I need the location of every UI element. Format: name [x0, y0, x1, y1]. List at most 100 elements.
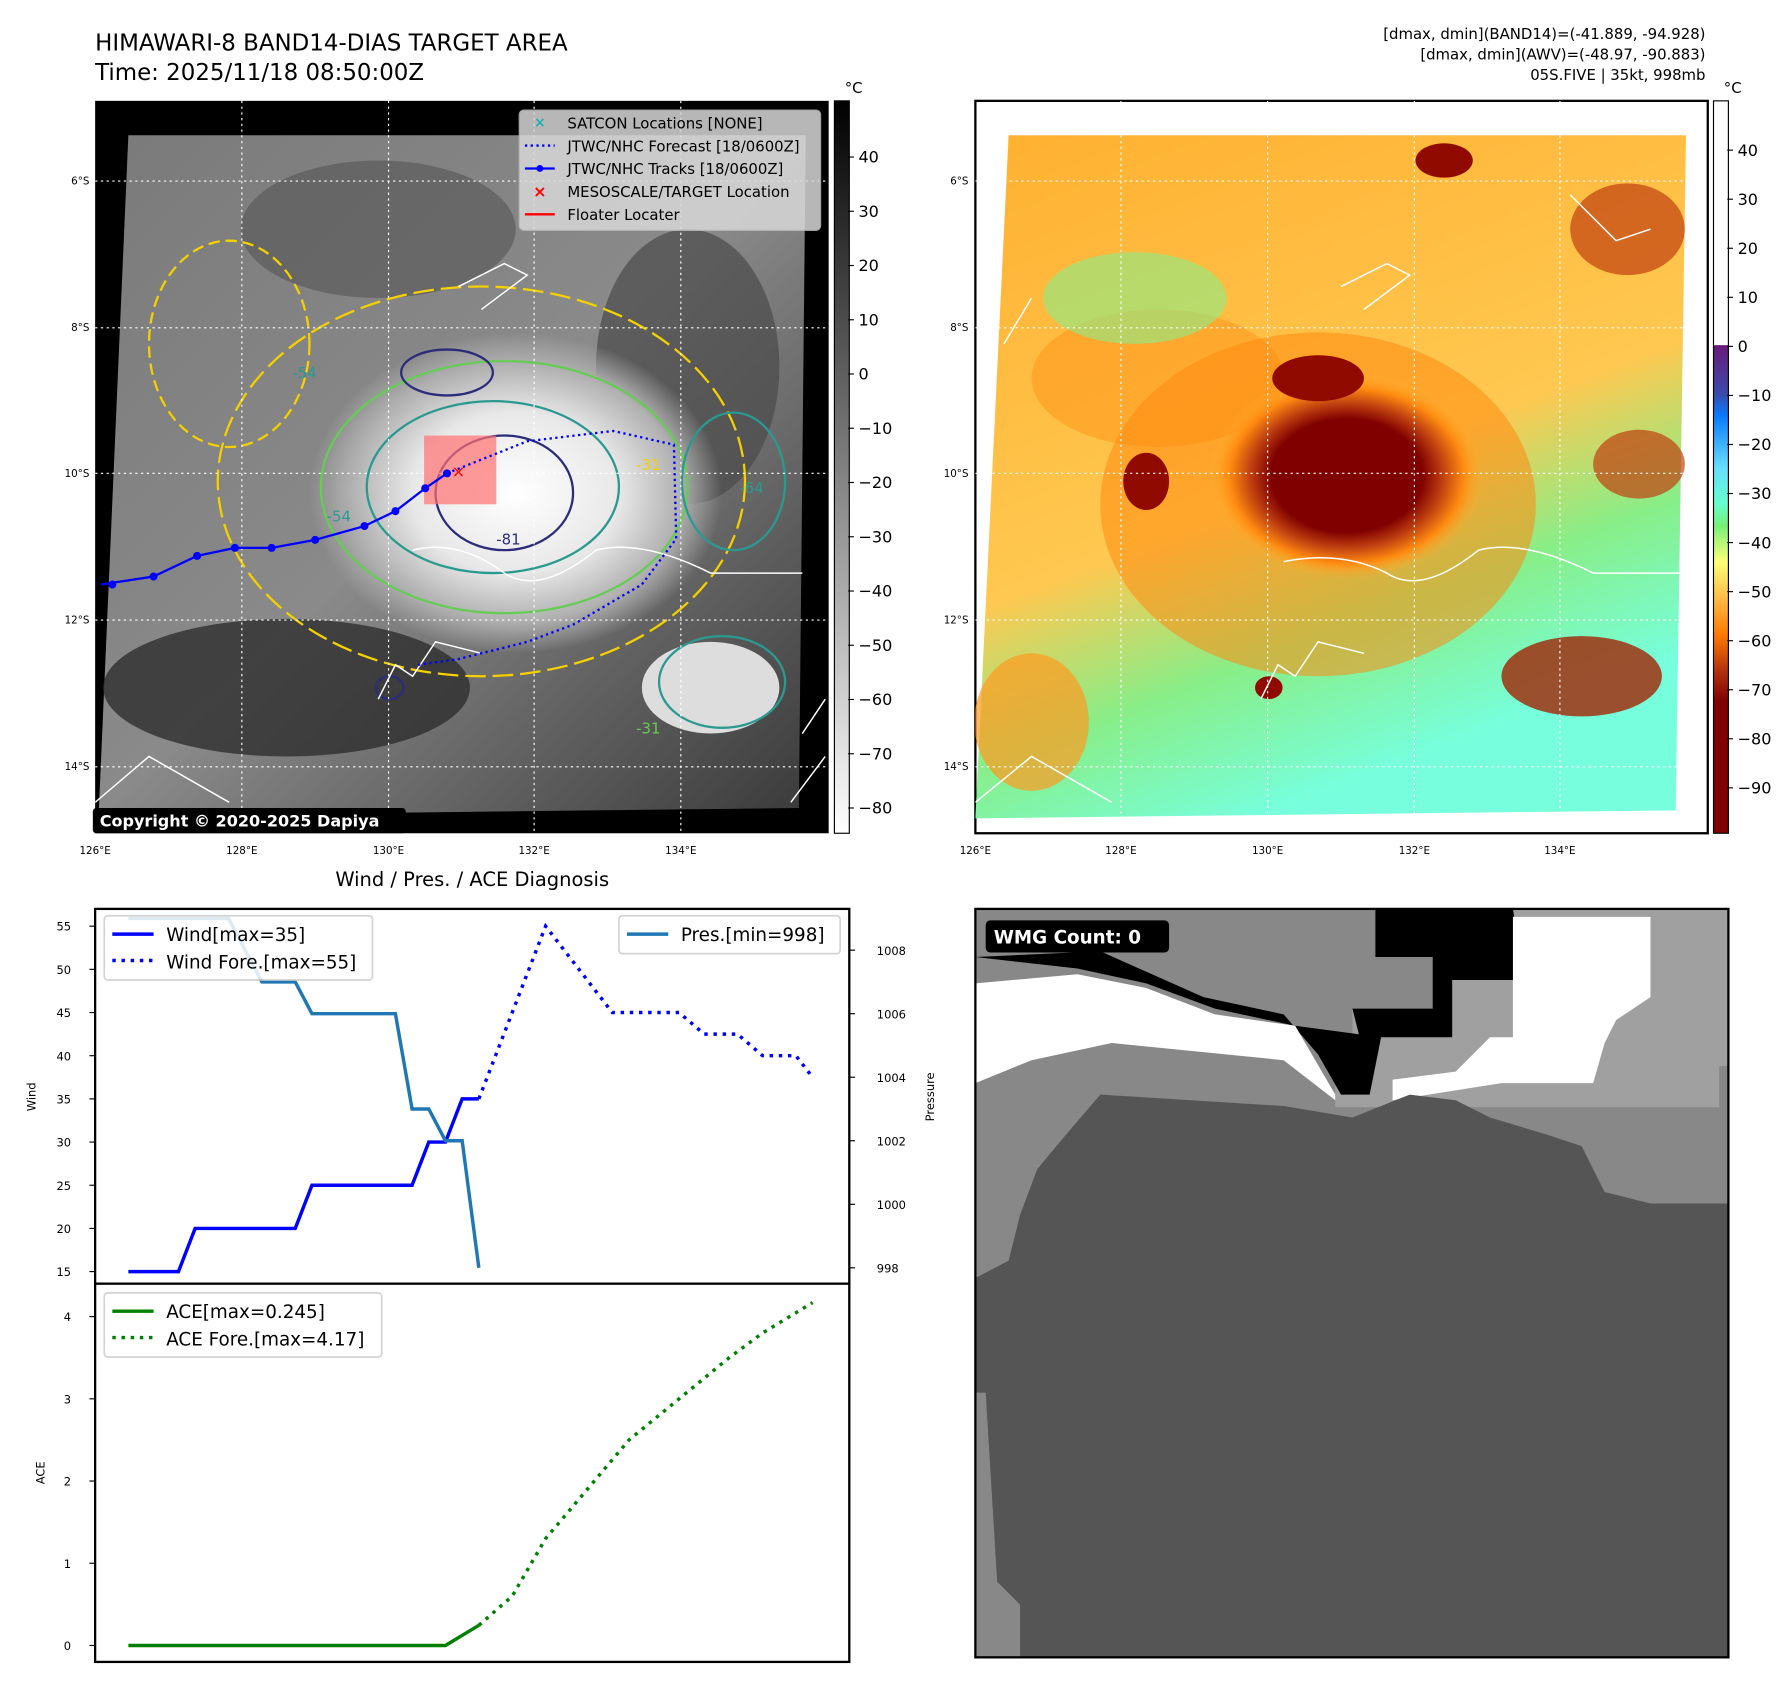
svg-text:128°E: 128°E [226, 845, 257, 857]
y-tick-label: 55 [56, 920, 71, 934]
y-tick-label: 25 [56, 1179, 71, 1193]
legend-tracks: JTWC/NHC Tracks [18/0600Z] [566, 160, 783, 178]
wind-pressure-chart: 15 20 25 30 35 40 45 50 55 998 1000 1002 1004 1006 100… [25, 907, 937, 1285]
svg-text:130°E: 130°E [1252, 845, 1283, 857]
legend-floater: Floater Locater [567, 206, 680, 224]
wmg-black-band [1352, 908, 1525, 1078]
svg-text:-54: -54 [292, 364, 316, 382]
colorbar-tick-label: −50 [858, 636, 892, 655]
lon-axis-left: 126°E 128°E 130°E 132°E 134°E [79, 845, 696, 857]
colorbar-tick-label: −20 [1738, 435, 1772, 454]
svg-text:-64: -64 [739, 479, 763, 497]
y-tick-label: 30 [56, 1136, 71, 1150]
track-points [108, 469, 452, 589]
colorbar-tick-label: −30 [858, 527, 892, 546]
wmg-dark-region [975, 1094, 1729, 1658]
colorbar-ticks: 40 30 20 10 0 −10 −20 −30 −40 −50 −60 −70 −80 −90 [1727, 141, 1771, 798]
colorbar-tick-label: 30 [858, 202, 878, 221]
colorbar-tick-label: 30 [1738, 190, 1758, 209]
svg-text:6°S: 6°S [71, 176, 89, 188]
colorbar-tick-label: −60 [858, 690, 892, 709]
svg-text:132°E: 132°E [518, 845, 549, 857]
svg-text:126°E: 126°E [960, 845, 991, 857]
awv-stats: [dmax, dmin](AWV)=(-48.97, -90.883) [1420, 46, 1705, 64]
colorbar-tick-label: 0 [858, 365, 868, 384]
wmg-white-region [975, 974, 1336, 1101]
y2-tick-label: 1004 [877, 1071, 906, 1085]
observation-time: Time: 2025/11/18 08:50:00Z [94, 60, 424, 86]
colorbar-tick-label: 10 [1738, 288, 1758, 307]
y2-tick-label: 1000 [877, 1198, 906, 1212]
svg-text:134°E: 134°E [1544, 845, 1575, 857]
pressure-legend: Pres.[min=998] [618, 914, 841, 955]
forecast-track [418, 429, 678, 666]
series-wind-max [128, 1097, 479, 1274]
colorbar-grayscale [833, 100, 850, 834]
storm-cloud-mass [309, 332, 723, 654]
wmg-panel: WMG Count: 0 [974, 907, 1730, 1659]
svg-text:8°S: 8°S [71, 322, 89, 334]
pressure-legend-label: Pres.[min=998] [681, 925, 825, 946]
colorbar-tick-label: −80 [1738, 730, 1772, 749]
contour-labels: -54 -54 -81 -31 -64 -31 [292, 364, 763, 737]
svg-text:130°E: 130°E [373, 845, 404, 857]
y-tick-label: 3 [64, 1392, 71, 1406]
wmg-count-label: WMG Count: 0 [994, 927, 1141, 948]
y-tick-label: 40 [56, 1049, 71, 1063]
wind-legend-label: Wind[max=35] [166, 925, 305, 946]
y-tick-label: 0 [64, 1639, 71, 1653]
y-tick-label: 35 [56, 1092, 71, 1106]
ace-fore-legend-label: ACE Fore.[max=4.17] [166, 1330, 364, 1351]
coastline [1283, 546, 1685, 582]
svg-text:10°S: 10°S [944, 468, 969, 480]
svg-text:14°S: 14°S [65, 761, 90, 773]
coastline [412, 546, 803, 582]
y-tick-label: 1 [64, 1557, 71, 1571]
colorbar-unit: °C [1724, 79, 1742, 97]
y2-tick-label: 1002 [877, 1134, 906, 1148]
wmg-count-badge [985, 920, 1170, 953]
colorbar-tick-label: 20 [858, 256, 878, 275]
floater-locater-box [424, 435, 497, 505]
colorbar-tick-label: 20 [1738, 239, 1758, 258]
svg-text:134°E: 134°E [665, 845, 696, 857]
svg-text:132°E: 132°E [1399, 845, 1430, 857]
contour-line [319, 359, 689, 615]
colorbar-tick-label: −30 [1738, 484, 1772, 503]
map-legend: × SATCON Locations [NONE] JTWC/NHC Forec… [518, 109, 822, 231]
series-ace-fore-max [477, 1301, 814, 1627]
series-wind-fore-max [477, 922, 814, 1100]
contour-line [216, 285, 747, 678]
lat-axis-left: 6°S 8°S 10°S 12°S 14°S [65, 176, 90, 774]
colorbar-ticks: 40 30 20 10 0 −10 −20 −30 −40 −50 −60 −70 −80 [848, 148, 892, 818]
wind-fore-legend-label: Wind Fore.[max=55] [166, 952, 356, 973]
y-tick-label: 15 [56, 1265, 71, 1279]
svg-text:12°S: 12°S [944, 615, 969, 627]
colorbar-tick-label: −90 [1738, 779, 1772, 798]
svg-text:128°E: 128°E [1105, 845, 1136, 857]
svg-text:8°S: 8°S [950, 322, 968, 334]
colorbar-tick-label: −70 [1738, 680, 1772, 699]
svg-text:14°S: 14°S [944, 761, 969, 773]
contour-line [365, 400, 621, 575]
wind-legend: Wind[max=35] Wind Fore.[max=55] [103, 914, 374, 981]
colorbar-tick-label: 10 [858, 310, 878, 329]
satellite-map-panel: -54 -54 -81 -31 -64 -31 × Copyright [65, 79, 893, 857]
figure-title: HIMAWARI-8 BAND14-DIAS TARGET AREA [95, 30, 568, 56]
lat-axis-right: 6°S 8°S 10°S 12°S 14°S [944, 176, 969, 774]
y-tick-label: 45 [56, 1006, 71, 1020]
colorbar-enhanced [1712, 100, 1729, 834]
colorbar-tick-label: −40 [858, 582, 892, 601]
target-x-icon: × [533, 182, 546, 201]
y2-tick-label: 1008 [877, 944, 906, 958]
y-tick-label: 50 [56, 963, 71, 977]
colorbar-tick-label: −10 [1738, 386, 1772, 405]
enhanced-ir-map-panel: 6°S 8°S 10°S 12°S 14°S 126°E 128°E 130°E… [944, 79, 1772, 857]
svg-text:-31: -31 [636, 720, 660, 738]
storm-core [1209, 372, 1485, 579]
graticule [975, 100, 1708, 834]
y-tick-label: 4 [64, 1310, 71, 1324]
colorbar-tick-label: 40 [1738, 141, 1758, 160]
ace-legend: ACE[max=0.245] ACE Fore.[max=4.17] [103, 1291, 383, 1358]
band14-stats: [dmax, dmin](BAND14)=(-41.889, -94.928) [1383, 25, 1705, 43]
